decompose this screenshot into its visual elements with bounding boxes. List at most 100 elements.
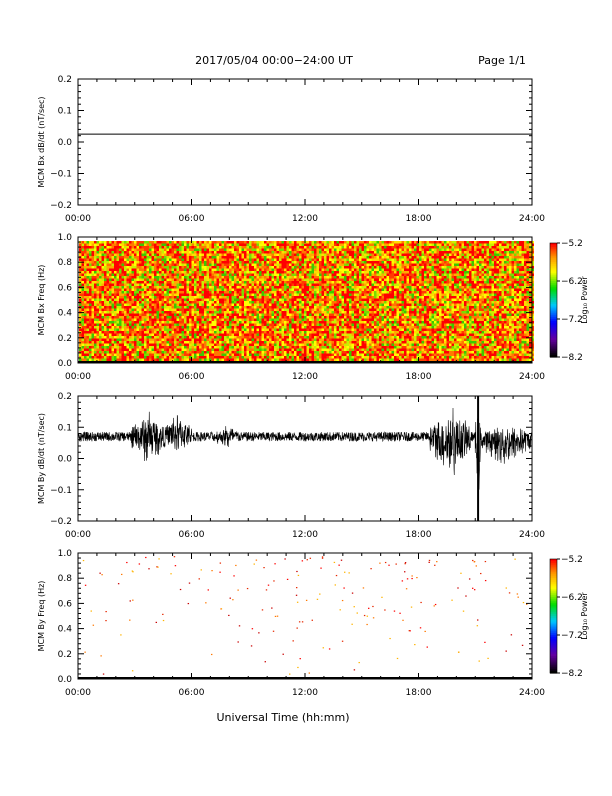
- spectrogram-cell: [482, 241, 485, 244]
- spectrogram-cell: [284, 254, 287, 257]
- spectrogram-cell: [244, 286, 247, 289]
- spectrogram-cell: [287, 264, 290, 267]
- spectrogram-cell: [202, 249, 205, 252]
- spectrogram-cell: [177, 286, 180, 289]
- spectrogram-cell: [342, 304, 345, 307]
- spectrogram-cell: [152, 306, 155, 309]
- spectrogram-cell: [454, 264, 457, 267]
- spectrogram-cell: [362, 244, 365, 247]
- spectrogram-cell: [242, 294, 245, 297]
- spectrogram-cell: [149, 261, 152, 264]
- spectrogram-cell: [509, 269, 512, 272]
- spectrogram-cell: [277, 289, 280, 292]
- spectrogram-cell: [279, 266, 282, 269]
- spectrogram-cell: [122, 291, 125, 294]
- spectrogram-cell: [94, 281, 97, 284]
- spectrogram-cell: [252, 241, 255, 244]
- y-tick-label: 0.1: [58, 107, 72, 117]
- spectrogram-cell: [444, 256, 447, 259]
- spectrogram-cell: [339, 299, 342, 302]
- spectrogram-cell: [172, 276, 175, 279]
- spectrogram-cell: [94, 289, 97, 292]
- spectrogram-cell: [449, 251, 452, 254]
- spectrogram-cell: [297, 286, 300, 289]
- spectrogram-cell: [459, 261, 462, 264]
- spectrogram-cell: [282, 289, 285, 292]
- spectrogram-cell: [367, 286, 370, 289]
- spectrogram-cell: [99, 244, 102, 247]
- spectrogram-cell: [119, 261, 122, 264]
- spectrogram-cell: [369, 294, 372, 297]
- spectrogram-cell: [204, 276, 207, 279]
- spectrogram-cell: [274, 269, 277, 272]
- spectrogram-cell: [217, 246, 220, 249]
- spectrogram-cell: [309, 254, 312, 257]
- spectrogram-cell: [304, 264, 307, 267]
- spectrogram-cell: [79, 274, 82, 277]
- spectrogram-cell: [94, 264, 97, 267]
- spectrogram-cell: [527, 254, 530, 257]
- spectrogram-cell: [519, 256, 522, 259]
- spectrogram-cell: [377, 254, 380, 257]
- spectrogram-cell: [214, 261, 217, 264]
- spectrogram-cell: [254, 271, 257, 274]
- spectrogram-cell: [244, 291, 247, 294]
- spectrogram-cell: [234, 271, 237, 274]
- spectrogram-cell: [272, 289, 275, 292]
- spectrogram-cell: [297, 299, 300, 302]
- spectrogram-cell: [474, 301, 477, 304]
- spectrogram-cell: [394, 241, 397, 244]
- spectrogram-cell: [257, 254, 260, 257]
- spectrogram-cell: [152, 251, 155, 254]
- spectrogram-cell: [367, 266, 370, 269]
- spectrogram-cell: [499, 249, 502, 252]
- spectrogram-cell: [479, 249, 482, 252]
- spectrogram-cell: [247, 294, 250, 297]
- spectrogram-cell: [322, 264, 325, 267]
- spectrogram-cell: [199, 271, 202, 274]
- spectrogram-cell: [199, 256, 202, 259]
- spectrogram-cell: [242, 261, 245, 264]
- spectrogram-cell: [397, 296, 400, 299]
- spectrogram-cell: [304, 256, 307, 259]
- spectrogram-cell: [267, 276, 270, 279]
- spectrogram-cell: [89, 254, 92, 257]
- spectrogram-cell: [494, 274, 497, 277]
- spectrogram-cell: [209, 241, 212, 244]
- spectrogram-cell: [204, 271, 207, 274]
- spectrogram-cell: [192, 256, 195, 259]
- spectrogram-cell: [327, 306, 330, 309]
- spectrogram-cell: [437, 249, 440, 252]
- spectrogram-cell: [442, 246, 445, 249]
- spectrogram-cell: [164, 306, 167, 309]
- spectrogram-cell: [342, 284, 345, 287]
- spectrogram-cell: [369, 299, 372, 302]
- spectrogram-cell: [339, 274, 342, 277]
- spectrogram-cell: [442, 264, 445, 267]
- spectrogram-cell: [144, 264, 147, 267]
- spectrogram-cell: [289, 249, 292, 252]
- spectrogram-cell: [87, 251, 90, 254]
- spectrogram-cell: [462, 284, 465, 287]
- spectrogram-cell: [289, 244, 292, 247]
- spectrogram-cell: [202, 246, 205, 249]
- spectrogram-cell: [282, 279, 285, 282]
- spectrogram-cell: [397, 249, 400, 252]
- spectrogram-cell: [472, 251, 475, 254]
- spectrogram-cell: [452, 276, 455, 279]
- spectrogram-cell: [194, 246, 197, 249]
- spectrogram-cell: [447, 304, 450, 307]
- spectrogram-cell: [424, 266, 427, 269]
- spectrogram-cell: [107, 284, 110, 287]
- spectrogram-cell: [137, 264, 140, 267]
- spectrogram-cell: [497, 276, 500, 279]
- spectrogram-cell: [207, 286, 210, 289]
- spectrogram-cell: [397, 306, 400, 309]
- spectrogram-cell: [227, 254, 230, 257]
- spectrogram-cell: [487, 286, 490, 289]
- spectrogram-cell: [157, 254, 160, 257]
- spectrogram-cell: [294, 296, 297, 299]
- spectrogram-cell: [134, 266, 137, 269]
- spectrogram-cell: [302, 296, 305, 299]
- spectrogram-cell: [342, 299, 345, 302]
